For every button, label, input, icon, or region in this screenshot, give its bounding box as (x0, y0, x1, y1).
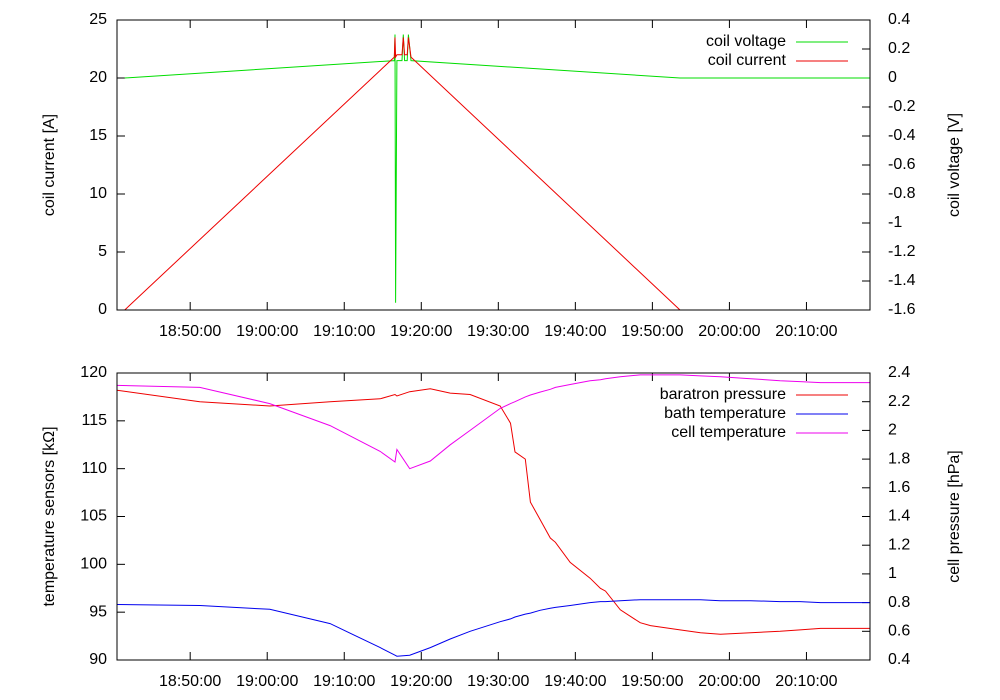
x-tick-label: 18:50:00 (159, 323, 221, 340)
series-line (117, 374, 870, 470)
x-tick-label: 19:30:00 (467, 673, 529, 690)
x-tick-label: 19:10:00 (313, 323, 375, 340)
y2-tick-label: 1.2 (888, 536, 910, 553)
y2-tick-label: 2 (888, 422, 897, 439)
y-axis-label: coil current [A] (41, 114, 58, 216)
y2-tick-label: 2.2 (888, 393, 910, 410)
y-axis-label: temperature sensors [kΩ] (41, 426, 58, 606)
y2-tick-label: 0 (888, 69, 897, 86)
series-line (124, 37, 870, 310)
y2-axis-label: coil voltage [V] (946, 113, 963, 217)
y-tick-label: 20 (89, 69, 107, 86)
y2-tick-label: 1.6 (888, 479, 910, 496)
y2-tick-label: -0.8 (888, 185, 916, 202)
series-line (124, 34, 870, 303)
plot-frame (116, 372, 871, 661)
x-tick-label: 19:20:00 (390, 323, 452, 340)
legend-label: cell temperature (671, 424, 786, 441)
y2-tick-label: 0.6 (888, 623, 910, 640)
y-tick-label: 0 (98, 301, 107, 318)
x-tick-label: 20:00:00 (698, 673, 760, 690)
x-tick-label: 19:10:00 (313, 673, 375, 690)
x-tick-label: 20:10:00 (775, 323, 837, 340)
y-tick-label: 100 (80, 556, 107, 573)
x-tick-label: 19:40:00 (544, 323, 606, 340)
y2-tick-label: 1 (888, 565, 897, 582)
x-tick-label: 18:50:00 (159, 673, 221, 690)
y-tick-label: 90 (89, 651, 107, 668)
y2-tick-label: -1.2 (888, 243, 916, 260)
y2-tick-label: -0.4 (888, 127, 916, 144)
x-tick-label: 19:20:00 (390, 673, 452, 690)
y-tick-label: 5 (98, 243, 107, 260)
legend-label: bath temperature (664, 405, 786, 422)
y2-axis-label: cell pressure [hPa] (946, 450, 963, 583)
y2-tick-label: 0.8 (888, 594, 910, 611)
y2-tick-label: 1.4 (888, 508, 910, 525)
plot-frame (116, 19, 871, 311)
y-tick-label: 95 (89, 603, 107, 620)
series-line (117, 388, 870, 635)
y2-tick-label: 1.8 (888, 450, 910, 467)
x-tick-label: 19:40:00 (544, 673, 606, 690)
y-tick-label: 115 (81, 412, 107, 429)
y2-tick-label: -1 (888, 214, 902, 231)
legend-label: baratron pressure (660, 386, 786, 403)
y-tick-label: 120 (80, 364, 107, 381)
y-tick-label: 105 (80, 508, 107, 525)
x-tick-label: 19:00:00 (236, 673, 298, 690)
y2-tick-label: 0.4 (888, 651, 910, 668)
x-tick-label: 19:00:00 (236, 323, 298, 340)
y2-tick-label: -0.6 (888, 156, 916, 173)
y2-tick-label: 0.2 (888, 40, 910, 57)
y2-tick-label: 0.4 (888, 11, 910, 28)
x-tick-label: 20:10:00 (775, 673, 837, 690)
x-tick-label: 19:50:00 (621, 673, 683, 690)
y2-tick-label: -1.6 (888, 301, 916, 318)
x-tick-label: 19:50:00 (621, 323, 683, 340)
y2-tick-label: 2.4 (888, 364, 910, 381)
y-tick-label: 15 (89, 127, 107, 144)
legend-label: coil current (708, 52, 787, 69)
y-tick-label: 25 (89, 11, 107, 28)
y2-tick-label: -1.4 (888, 272, 916, 289)
legend-label: coil voltage (706, 33, 786, 50)
y2-tick-label: -0.2 (888, 98, 916, 115)
y-tick-label: 110 (81, 460, 107, 477)
y-tick-label: 10 (89, 185, 107, 202)
series-line (117, 599, 870, 657)
x-tick-label: 20:00:00 (698, 323, 760, 340)
x-tick-label: 19:30:00 (467, 323, 529, 340)
